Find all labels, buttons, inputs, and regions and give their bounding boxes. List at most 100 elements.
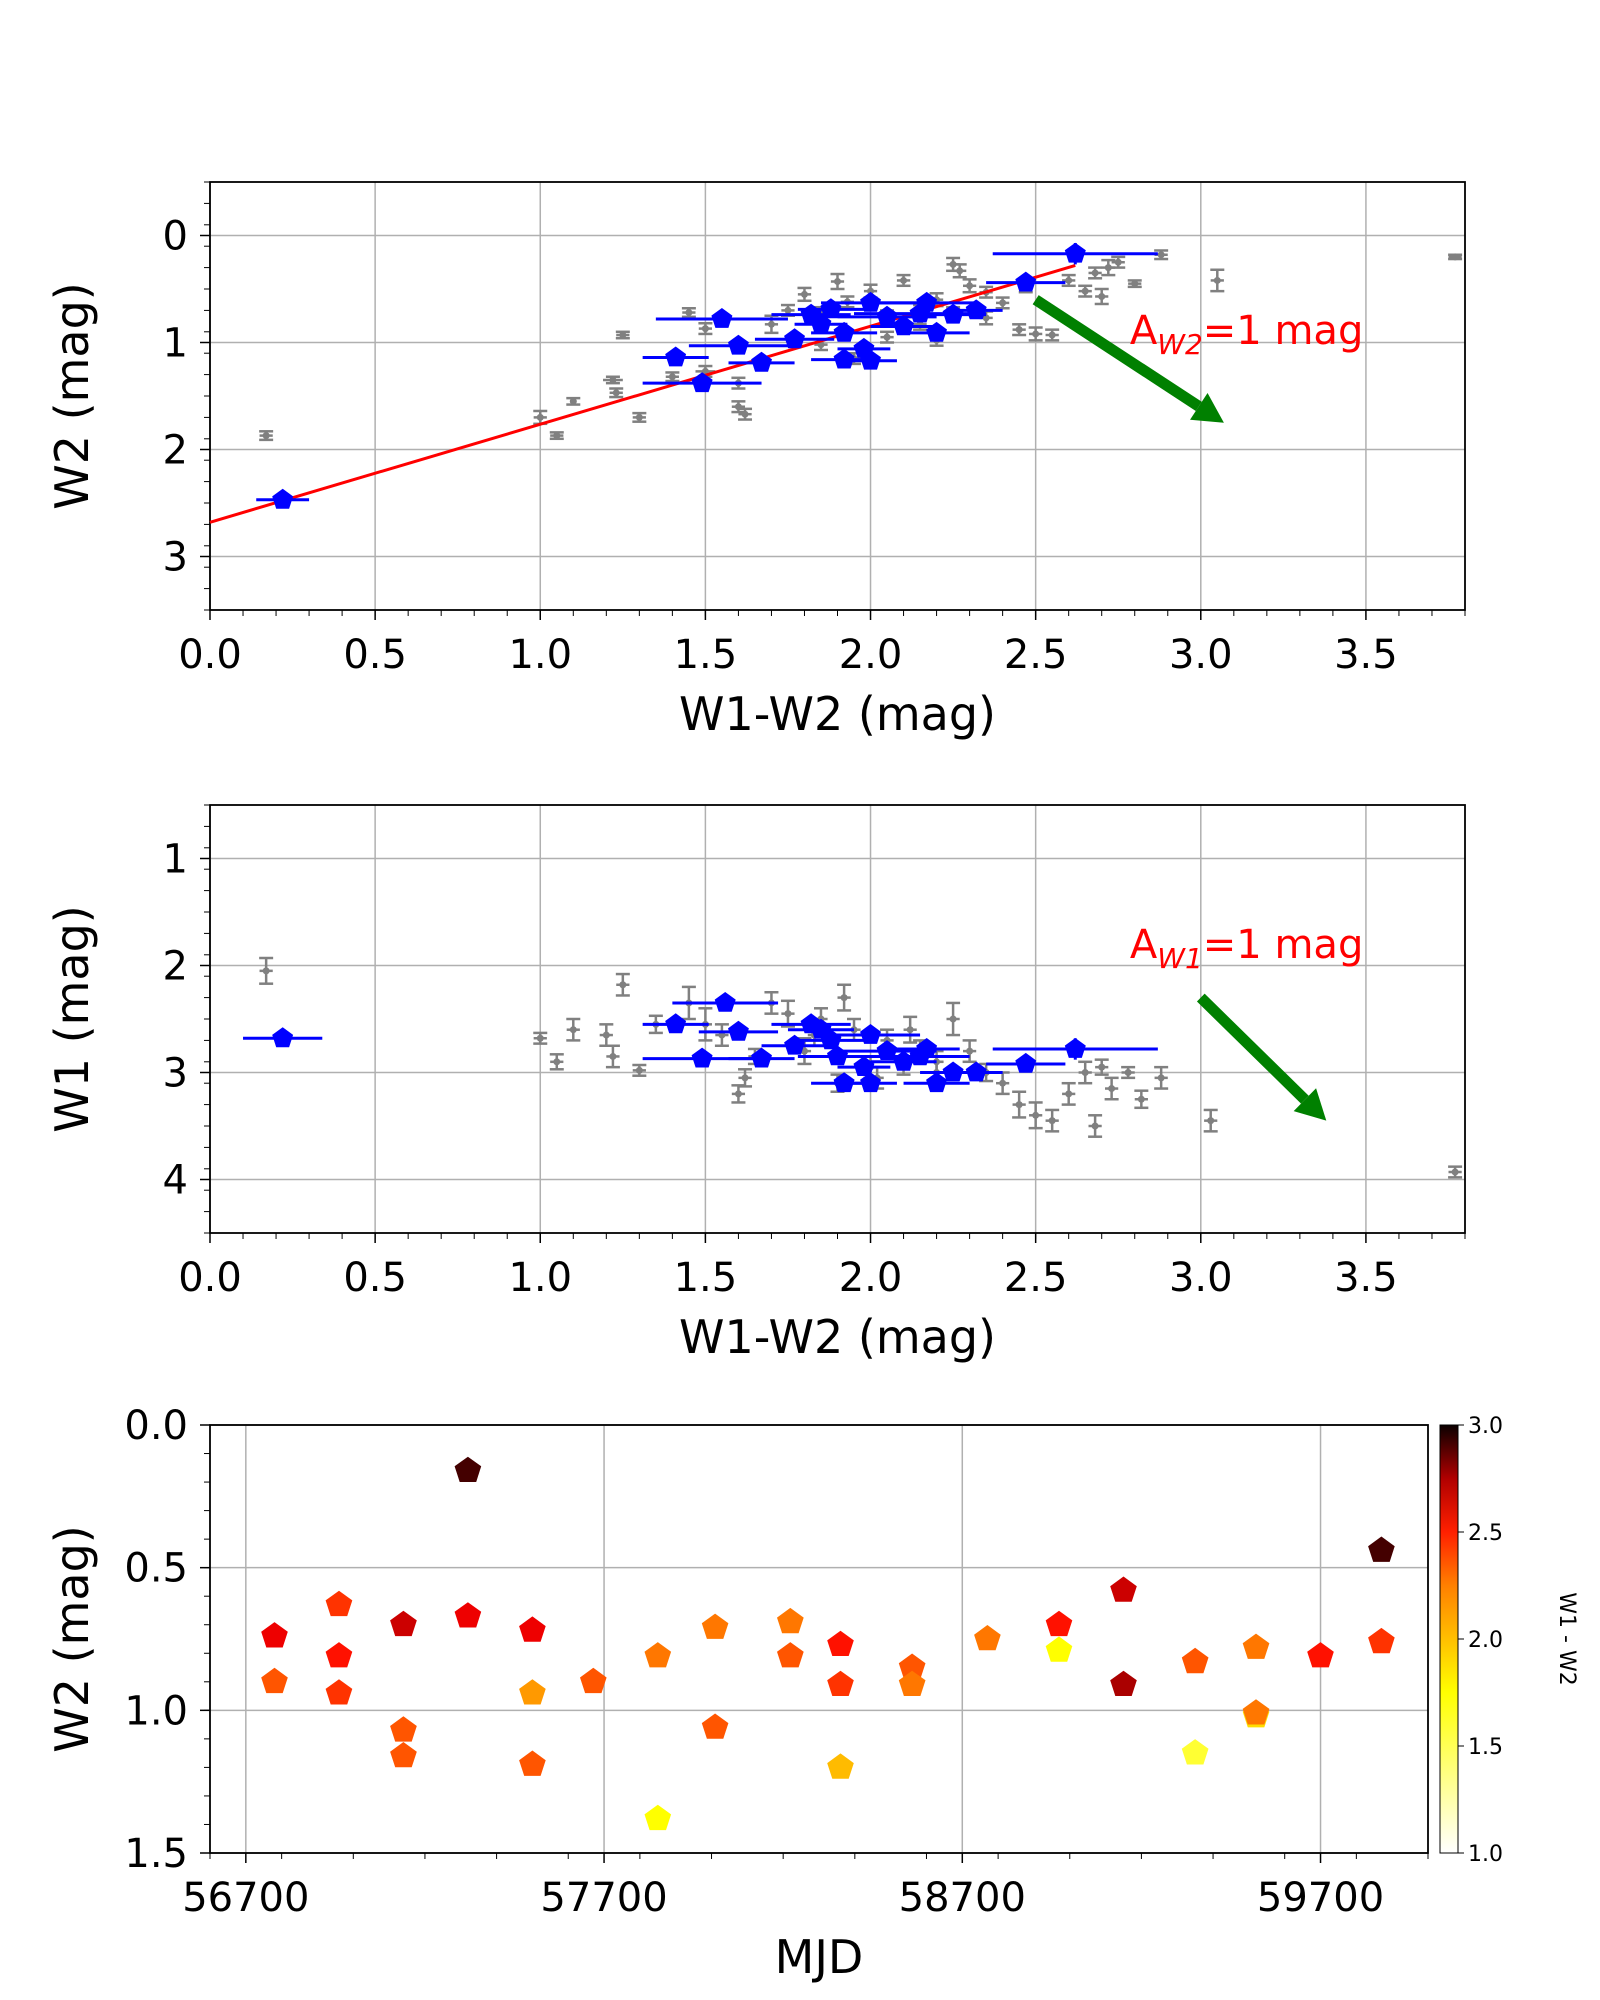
gray-point <box>1101 258 1116 277</box>
gray-marker <box>840 994 848 1002</box>
blue-marker <box>1064 1038 1086 1058</box>
lightcurve-marker <box>1110 1670 1137 1696</box>
gray-marker <box>701 367 709 375</box>
gray-marker <box>834 278 841 286</box>
gray-marker <box>701 325 709 333</box>
gray-point <box>1061 273 1076 288</box>
reddening-arrow-shaft <box>1196 993 1309 1104</box>
gray-marker <box>1108 1085 1116 1093</box>
gray-marker <box>1081 1069 1089 1076</box>
gray-marker <box>1124 1069 1132 1076</box>
gray-marker <box>900 276 908 284</box>
y-tick-label: 0.0 <box>124 1403 188 1449</box>
blue-marker <box>728 334 749 355</box>
gray-point <box>1154 1065 1169 1090</box>
gray-marker <box>1091 1122 1099 1130</box>
lightcurve-marker <box>1181 1647 1209 1674</box>
colorbar-tick-label: 2.5 <box>1468 1521 1503 1546</box>
gray-marker <box>635 413 643 421</box>
blue-marker <box>751 1047 772 1068</box>
blue-point <box>986 271 1066 292</box>
x-tick-label: 1.5 <box>674 1255 738 1301</box>
lightcurve-marker <box>777 1642 804 1668</box>
gray-marker <box>602 1031 610 1039</box>
axes-frame <box>209 804 1466 1234</box>
lightcurve-marker <box>1045 1636 1073 1662</box>
blue-marker <box>272 488 294 509</box>
gray-marker <box>685 309 693 317</box>
lightcurve-marker <box>974 1625 1001 1651</box>
gray-marker <box>1157 1074 1165 1082</box>
gray-marker <box>619 331 627 339</box>
gray-marker <box>966 282 974 290</box>
gray-point <box>632 1063 647 1077</box>
x-tick-label: 2.0 <box>839 632 903 678</box>
x-tick-label: 3.5 <box>1334 1255 1398 1301</box>
gray-point <box>952 263 967 279</box>
gray-marker <box>1032 330 1040 338</box>
gray-point <box>1094 1058 1109 1076</box>
x-tick-label: 3.0 <box>1169 632 1233 678</box>
gray-marker <box>999 299 1007 307</box>
lightcurve-marker <box>644 1804 672 1831</box>
gray-point <box>665 371 680 383</box>
lightcurve-marker <box>1368 1627 1395 1654</box>
gray-point <box>1088 1114 1103 1138</box>
gray-marker <box>949 1015 957 1023</box>
lightcurve-points <box>261 1456 1395 1831</box>
lightcurve-marker <box>1307 1642 1334 1668</box>
lightcurve-marker <box>454 1456 482 1482</box>
gray-marker <box>741 410 749 418</box>
lightcurve-marker <box>1242 1633 1270 1659</box>
blue-point <box>243 1027 323 1048</box>
y-axis-label: W2 (mag) <box>45 282 99 509</box>
gray-point <box>681 307 696 319</box>
axes: 0.0 0.5 1.0 1.5 2.0 2.5 3.0 3.5 0 1 2 3 W1-W2 (mag) W… <box>45 181 1466 741</box>
gray-marker <box>1015 326 1023 334</box>
y-tick-label: 2 <box>163 428 188 474</box>
blue-marker <box>926 1072 947 1093</box>
x-tick-label: 0.0 <box>178 1255 242 1301</box>
x-axis-label: W1-W2 (mag) <box>679 687 996 741</box>
blue-marker <box>893 315 914 336</box>
blue-point <box>949 1061 1003 1082</box>
x-axis-label: MJD <box>775 1930 864 1984</box>
lightcurve-marker <box>261 1667 288 1694</box>
gray-marker <box>1065 1090 1073 1098</box>
axes-frame <box>209 1424 1429 1854</box>
extinction-annotation: AW2=1 mag <box>1130 308 1363 361</box>
gray-marker <box>741 1074 749 1082</box>
lightcurve-marker <box>701 1613 729 1639</box>
blue-point <box>754 328 835 349</box>
lightcurve-marker <box>898 1670 926 1696</box>
gray-point <box>1448 253 1463 261</box>
blue-marker <box>860 1024 881 1044</box>
gray-marker <box>536 413 544 421</box>
gray-marker <box>767 320 775 328</box>
lightcurve-marker <box>580 1667 607 1694</box>
blue-marker <box>1064 242 1086 263</box>
gray-marker <box>800 290 808 298</box>
plot-content <box>261 1456 1395 1831</box>
blue-point <box>698 1020 779 1041</box>
y-axis-label: W2 (mag) <box>45 1525 99 1752</box>
blue-marker <box>833 1072 855 1093</box>
gray-point <box>946 1001 961 1037</box>
gray-point <box>1203 1108 1218 1133</box>
grid <box>209 182 1465 610</box>
gray-point <box>1111 255 1126 269</box>
gray-point <box>995 296 1010 310</box>
lightcurve-marker <box>777 1607 804 1634</box>
blue-marker <box>1015 271 1037 292</box>
gray-marker <box>569 1026 577 1034</box>
gray-point <box>1078 284 1093 298</box>
gray-marker <box>734 1090 742 1098</box>
blue-marker <box>665 1013 687 1034</box>
x-tick-label: 2.0 <box>839 1255 903 1301</box>
lightcurve-marker <box>454 1602 482 1628</box>
x-tick-label: 1.0 <box>508 1255 572 1301</box>
lightcurve-marker <box>325 1679 353 1705</box>
blue-marker <box>833 321 855 342</box>
panel-top-w2-vs-color: 0.0 0.5 1.0 1.5 2.0 2.5 3.0 3.5 0 1 2 3 W1-W2 (mag) W… <box>45 181 1466 741</box>
